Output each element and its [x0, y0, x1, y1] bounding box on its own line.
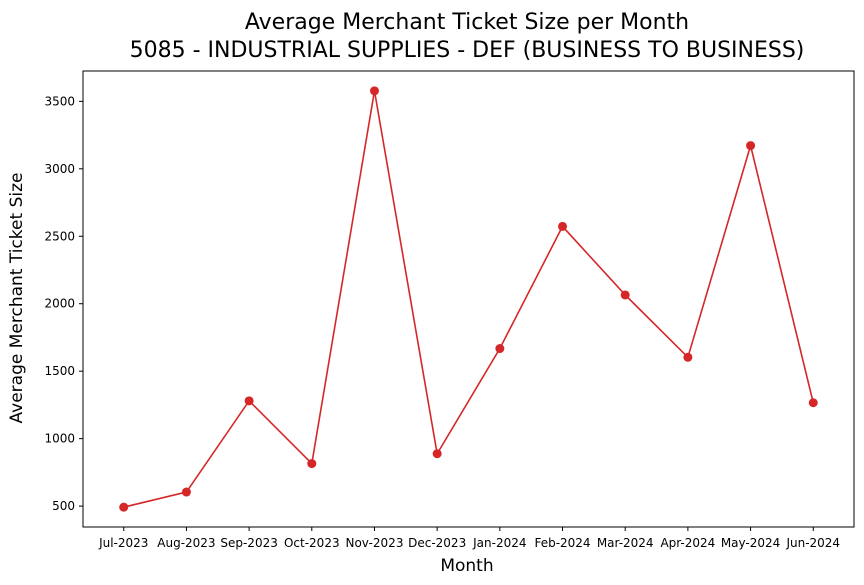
chart-title-line-2: 5085 - INDUSTRIAL SUPPLIES - DEF (BUSINE…: [130, 38, 805, 63]
data-point: [558, 221, 568, 231]
x-tick-label: Feb-2024: [534, 536, 590, 550]
x-tick-label: Sep-2023: [220, 536, 278, 550]
y-tick-label: 1000: [44, 432, 75, 446]
y-tick-label: 2000: [44, 297, 75, 311]
x-axis-ticks: Jul-2023 Aug-2023 Sep-2023 Oct-2023 Nov-2023…: [98, 527, 840, 550]
data-point: [119, 502, 129, 512]
x-tick-label: Mar-2024: [597, 536, 654, 550]
plot-area: [82, 70, 855, 528]
x-tick-label: May-2024: [721, 536, 780, 550]
data-point: [683, 352, 693, 362]
x-tick-label: Dec-2023: [408, 536, 466, 550]
x-axis-label: Month: [440, 556, 493, 576]
data-point: [369, 86, 379, 96]
data-point: [808, 398, 818, 408]
series-group: [119, 86, 818, 512]
x-tick-label: Oct-2023: [284, 536, 340, 550]
data-point: [307, 459, 317, 469]
x-tick-label: Aug-2023: [157, 536, 215, 550]
y-tick-label: 3500: [44, 94, 75, 108]
data-point: [181, 487, 191, 497]
data-point: [495, 344, 505, 354]
y-tick-label: 2500: [44, 229, 75, 243]
data-point: [746, 141, 756, 151]
x-tick-label: Apr-2024: [660, 536, 715, 550]
chart-title-line-1: Average Merchant Ticket Size per Month: [245, 10, 689, 35]
y-tick-label: 1500: [44, 364, 75, 378]
data-point: [432, 449, 442, 459]
x-tick-label: Jan-2024: [472, 536, 526, 550]
x-tick-label: Jul-2023: [98, 536, 148, 550]
x-tick-label: Nov-2023: [345, 536, 403, 550]
y-tick-label: 500: [52, 499, 75, 513]
y-axis-ticks: 500 1000 1500 2000 2500 3000 3500: [44, 94, 83, 513]
y-axis-label: Average Merchant Ticket Size: [7, 173, 27, 424]
series-line: [123, 90, 815, 508]
data-point: [244, 396, 254, 406]
y-tick-label: 3000: [44, 162, 75, 176]
data-point: [620, 290, 630, 300]
x-tick-label: Jun-2024: [785, 536, 840, 550]
